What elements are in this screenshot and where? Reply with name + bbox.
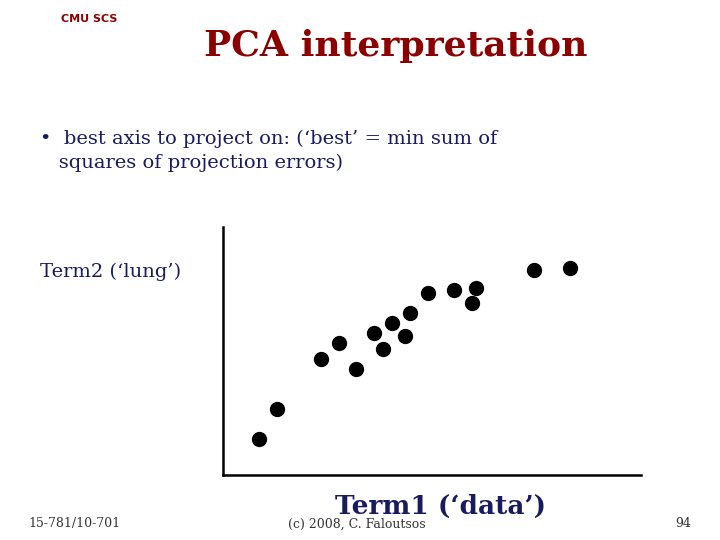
Text: •  best axis to project on: (‘best’ = min sum of: • best axis to project on: (‘best’ = min… (40, 130, 497, 148)
Point (351, 365, 362, 374)
Text: 15-781/10-701: 15-781/10-701 (29, 517, 121, 530)
Point (528, 266, 540, 274)
Text: Term2 (‘lung’): Term2 (‘lung’) (40, 262, 181, 281)
Point (253, 435, 264, 443)
Point (449, 286, 460, 294)
Text: PCA interpretation: PCA interpretation (204, 29, 588, 63)
Point (471, 284, 482, 292)
Point (369, 328, 380, 337)
Text: squares of projection errors): squares of projection errors) (40, 154, 343, 172)
Point (400, 332, 411, 340)
Text: (c) 2008, C. Faloutsos: (c) 2008, C. Faloutsos (288, 517, 426, 530)
Point (377, 345, 389, 354)
Point (333, 339, 344, 347)
Point (564, 264, 575, 273)
Text: Term1 (‘data’): Term1 (‘data’) (335, 494, 546, 519)
Point (422, 289, 433, 298)
Point (271, 404, 282, 413)
Text: CMU SCS: CMU SCS (61, 14, 117, 24)
Point (467, 299, 478, 307)
Point (404, 308, 415, 317)
Point (386, 319, 397, 327)
Text: 94: 94 (675, 517, 691, 530)
Point (315, 355, 327, 363)
